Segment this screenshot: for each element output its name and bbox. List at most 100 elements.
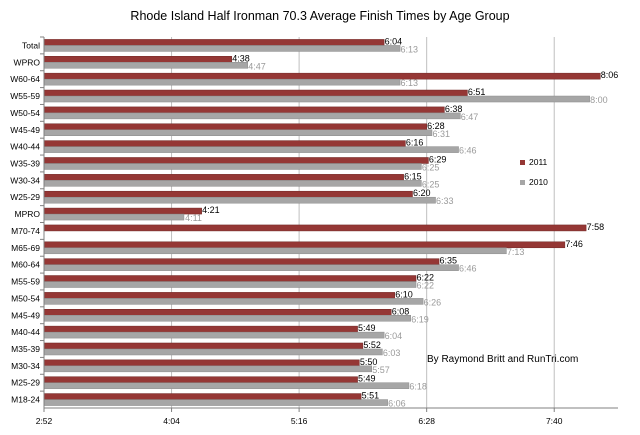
- category-label: W30-34: [10, 175, 40, 185]
- data-label-2011: 6:28: [427, 121, 445, 131]
- bar-2011: [43, 56, 233, 63]
- data-label-2011: 7:58: [587, 222, 605, 232]
- bar-2011: [43, 241, 566, 249]
- data-label-2010: 6:47: [461, 112, 479, 122]
- data-label-2011: 6:16: [406, 138, 424, 148]
- bar-2010: [43, 129, 433, 136]
- data-label-2010: 4:11: [185, 213, 202, 223]
- category-label: M35-39: [11, 344, 40, 354]
- bar-2011: [43, 359, 360, 367]
- data-label-2011: 8:06: [601, 70, 619, 80]
- data-label-2011: 6:35: [440, 256, 458, 266]
- data-label-2011: 6:10: [395, 289, 413, 299]
- category-label: W50-54: [10, 108, 40, 118]
- category-label: W40-44: [10, 142, 40, 152]
- data-label-2011: 6:20: [413, 188, 431, 198]
- data-label-2011: 6:15: [404, 171, 422, 181]
- category-label: M60-64: [11, 260, 40, 270]
- data-label-2010: 6:13: [401, 44, 419, 54]
- data-label-2011: 6:04: [385, 36, 403, 46]
- bar-2011: [43, 292, 396, 299]
- category-label: M40-44: [11, 327, 40, 337]
- data-label-2011: 6:22: [417, 273, 435, 283]
- data-label-2010: 5:57: [372, 365, 390, 375]
- bar-2011: [43, 157, 429, 164]
- bar-2010: [43, 382, 410, 389]
- bar-2011: [43, 140, 406, 147]
- data-label-2010: 6:19: [411, 314, 429, 324]
- data-label-2011: 4:38: [232, 53, 250, 63]
- bar-2010: [43, 78, 401, 86]
- bar-2010: [43, 112, 461, 120]
- category-label: M70-74: [11, 226, 40, 236]
- category-label: Total: [22, 40, 40, 50]
- data-label-2011: 5:51: [362, 391, 380, 401]
- legend-label: 2010: [529, 177, 548, 187]
- data-labels: 6:046:134:384:478:066:136:518:006:386:47…: [185, 36, 618, 408]
- data-label-2011: 5:52: [363, 340, 381, 350]
- bar-2010: [43, 298, 424, 305]
- bar-2011: [43, 190, 413, 198]
- chart-annotation: By Raymond Britt and RunTri.com: [427, 354, 578, 365]
- bar-2010: [43, 399, 388, 406]
- legend-swatch: [520, 180, 525, 185]
- bar-2011: [43, 393, 362, 400]
- category-label: W60-64: [10, 74, 40, 84]
- bar-2011: [43, 72, 601, 80]
- data-label-2010: 6:18: [409, 382, 427, 392]
- data-label-2010: 6:46: [459, 146, 477, 156]
- category-label: M50-54: [11, 293, 40, 303]
- legend-swatch: [520, 160, 525, 165]
- category-label: M30-34: [11, 361, 40, 371]
- bar-2011: [43, 174, 404, 181]
- data-label-2010: 6:25: [422, 179, 440, 189]
- data-label-2010: 6:46: [459, 264, 477, 274]
- bar-2011: [43, 106, 445, 114]
- category-label: M45-49: [11, 310, 40, 320]
- bar-2011: [43, 275, 417, 282]
- bar-2011: [43, 224, 587, 232]
- x-tick-label: 2:52: [36, 416, 53, 426]
- category-label: W45-49: [10, 125, 40, 135]
- legend: 2011 2010: [520, 157, 548, 187]
- category-label: W55-59: [10, 91, 40, 101]
- data-label-2010: 6:13: [401, 78, 419, 88]
- bar-2011: [43, 325, 358, 333]
- bars: [43, 39, 601, 406]
- bar-2010: [43, 196, 436, 204]
- data-label-2010: 6:26: [424, 297, 442, 307]
- bar-2010: [43, 180, 422, 187]
- category-label: W25-29: [10, 192, 40, 202]
- x-tick-label: 6:28: [418, 416, 435, 426]
- bar-2010: [43, 62, 248, 69]
- bar-2010: [43, 146, 459, 153]
- category-label: M18-24: [11, 395, 40, 405]
- bar-2010: [43, 45, 401, 52]
- data-label-2011: 6:38: [445, 104, 463, 114]
- data-label-2011: 7:46: [565, 239, 583, 249]
- category-label: M55-59: [11, 277, 40, 287]
- axes: 2:52 4:04 5:16 6:28 7:40 Total WPRO W60-64 W55-5…: [10, 36, 618, 426]
- category-label: M25-29: [11, 378, 40, 388]
- data-label-2011: 4:21: [202, 205, 220, 215]
- data-label-2010: 6:22: [417, 281, 435, 291]
- data-label-2011: 5:49: [358, 374, 376, 384]
- category-label: WPRO: [14, 57, 41, 67]
- bar-2010: [43, 365, 372, 373]
- data-label-2011: 6:29: [429, 154, 447, 164]
- data-label-2010: 6:03: [383, 348, 401, 358]
- data-label-2010: 4:47: [248, 61, 266, 71]
- bar-2011: [43, 376, 358, 383]
- chart-title: Rhode Island Half Ironman 70.3 Average F…: [130, 9, 509, 23]
- bar-2011: [43, 258, 440, 265]
- data-label-2010: 6:04: [385, 331, 403, 341]
- legend-label: 2011: [529, 157, 548, 167]
- bar-2010: [43, 264, 459, 271]
- data-label-2011: 5:49: [358, 323, 376, 333]
- bar-2010: [43, 331, 385, 339]
- bar-2010: [43, 163, 422, 170]
- bar-2011: [43, 123, 427, 130]
- data-label-2010: 6:31: [432, 129, 450, 139]
- bar-2010: [43, 95, 590, 103]
